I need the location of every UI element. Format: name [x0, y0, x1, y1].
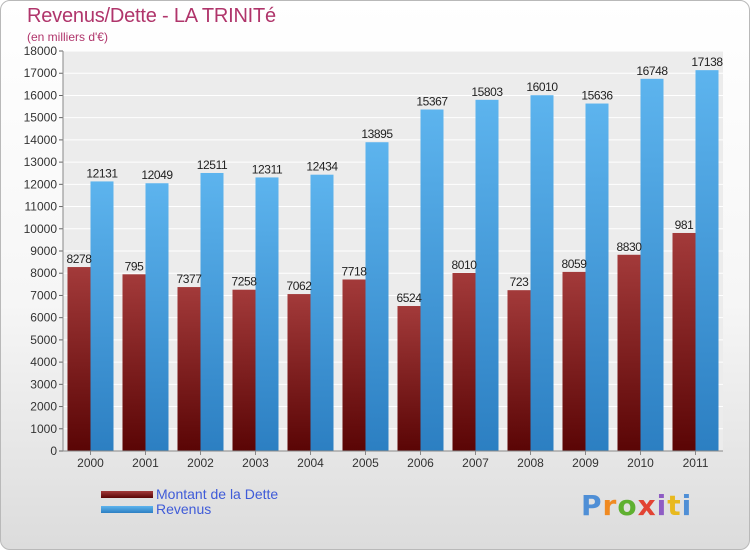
revenue-value-label: 12434 — [306, 160, 338, 174]
legend-label-revenue: Revenus — [156, 501, 212, 517]
y-tick-label: 3000 — [30, 377, 57, 391]
y-tick-label: 12000 — [24, 177, 58, 191]
revenue-bar — [200, 172, 224, 451]
debt-value-label: 723 — [510, 275, 530, 289]
y-tick-label: 18000 — [24, 44, 58, 58]
x-tick-label: 2009 — [572, 456, 599, 470]
revenue-bar — [585, 103, 609, 452]
x-tick-label: 2007 — [462, 456, 489, 470]
chart-subtitle: (en milliers d'€) — [27, 30, 108, 44]
revenue-bar — [695, 70, 719, 452]
revenue-value-label: 12511 — [197, 158, 228, 172]
debt-bar — [617, 254, 641, 451]
debt-value-label: 981 — [675, 218, 695, 232]
revenue-bar — [145, 183, 169, 451]
y-tick-label: 6000 — [30, 311, 57, 325]
x-tick-label: 2004 — [297, 456, 324, 470]
axis-layer: 0 1000 2000 3000 4000 5000 6000 7000 8000 9000 100… — [24, 44, 723, 470]
revenue-value-label: 15367 — [416, 95, 448, 109]
debt-bar — [562, 271, 586, 451]
legend-swatch-debt — [101, 491, 153, 498]
logo-letter: P — [581, 489, 603, 522]
logo-letter: x — [637, 489, 657, 522]
y-tick-label: 4000 — [30, 355, 57, 369]
debt-bar — [452, 273, 476, 451]
debt-value-label: 795 — [125, 259, 145, 273]
x-tick-label: 2002 — [187, 456, 214, 470]
debt-value-label: 6524 — [396, 291, 422, 305]
legend-label-debt: Montant de la Dette — [156, 486, 279, 502]
debt-bar — [397, 306, 421, 451]
debt-bar — [342, 279, 366, 451]
revenue-value-label: 16010 — [526, 80, 558, 94]
revenue-value-label: 16748 — [636, 64, 668, 78]
y-tick-label: 7000 — [30, 288, 57, 302]
revenue-value-label: 12049 — [141, 168, 173, 182]
logo-letter: i — [681, 489, 693, 522]
debt-value-label: 7062 — [286, 279, 312, 293]
y-tick-label: 17000 — [24, 66, 58, 80]
revenue-value-label: 13895 — [361, 127, 393, 141]
proxiti-logo: Proxiti — [581, 489, 692, 522]
legend-swatch-revenue — [101, 506, 153, 513]
revenue-value-label: 15803 — [471, 85, 503, 99]
debt-bar — [67, 267, 91, 451]
x-tick-label: 2003 — [242, 456, 269, 470]
revenue-value-label: 17138 — [691, 55, 723, 69]
bars-layer — [67, 70, 719, 452]
y-tick-label: 1000 — [30, 422, 57, 436]
y-tick-label: 8000 — [30, 266, 57, 280]
debt-value-label: 8830 — [616, 240, 642, 254]
y-tick-label: 11000 — [25, 200, 58, 214]
revenue-bar — [640, 78, 664, 452]
revenue-bar — [420, 109, 444, 451]
debt-value-label: 7258 — [231, 275, 257, 289]
grid-layer — [63, 50, 723, 452]
debt-bar — [287, 294, 311, 451]
revenue-value-label: 12131 — [86, 166, 118, 180]
debt-value-label: 8010 — [451, 258, 477, 272]
logo-letter: t — [667, 489, 682, 522]
y-tick-label: 0 — [50, 444, 57, 458]
revenue-bar — [475, 99, 499, 452]
x-tick-label: 2008 — [517, 456, 544, 470]
debt-bar — [177, 287, 201, 451]
y-tick-label: 15000 — [24, 111, 58, 125]
y-tick-label: 9000 — [30, 244, 57, 258]
x-tick-label: 2011 — [683, 456, 709, 470]
revenue-value-label: 15636 — [581, 89, 613, 103]
debt-bar — [672, 232, 696, 451]
y-tick-label: 16000 — [24, 88, 58, 102]
y-tick-label: 13000 — [24, 155, 58, 169]
revenue-value-label: 12311 — [252, 162, 283, 176]
y-tick-label: 2000 — [30, 400, 57, 414]
logo-letter: i — [656, 489, 668, 522]
y-tick-label: 5000 — [30, 333, 57, 347]
x-tick-label: 2001 — [132, 456, 159, 470]
x-tick-label: 2000 — [77, 456, 104, 470]
debt-value-label: 8059 — [561, 257, 587, 271]
revenue-bar — [365, 142, 389, 451]
x-tick-label: 2005 — [352, 456, 379, 470]
revenue-bar — [310, 174, 334, 451]
debt-value-label: 7718 — [341, 264, 367, 278]
logo-letter: r — [602, 489, 618, 522]
chart-title: Revenus/Dette - LA TRINITé — [27, 5, 276, 27]
debt-bar — [232, 289, 256, 451]
revenue-bar — [255, 177, 279, 451]
debt-bar — [507, 290, 531, 451]
revenue-bar — [530, 95, 554, 451]
logo-letter: o — [617, 489, 638, 522]
debt-value-label: 8278 — [66, 252, 92, 266]
debt-value-label: 7377 — [176, 272, 202, 286]
debt-bar — [122, 274, 146, 451]
x-tick-label: 2006 — [407, 456, 434, 470]
revenue-bar — [90, 181, 114, 451]
x-tick-label: 2010 — [627, 456, 654, 470]
y-tick-label: 14000 — [24, 133, 58, 147]
labels-layer: 8278 12131 795 12049 7377 12511 7258 12311 7062 1… — [66, 55, 723, 305]
y-tick-label: 10000 — [24, 222, 58, 236]
